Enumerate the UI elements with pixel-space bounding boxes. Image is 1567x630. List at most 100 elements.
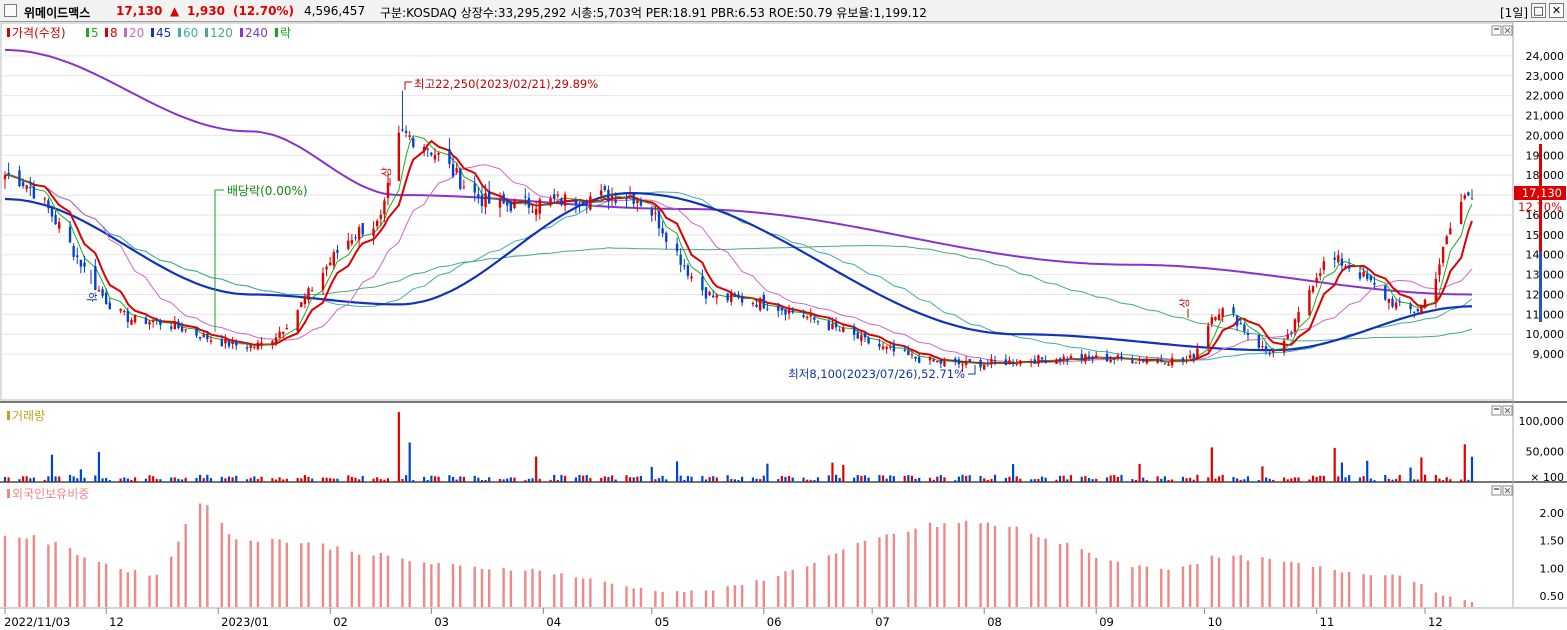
candle-body (253, 346, 256, 348)
volume-bar (423, 476, 426, 482)
foreign-ratio-bar (993, 525, 997, 607)
volume-bar (885, 478, 888, 482)
volume-bar (1236, 478, 1239, 482)
candle-body (379, 214, 382, 219)
candle-body (1347, 265, 1351, 269)
volume-bar (1413, 479, 1416, 482)
period-button[interactable]: [1일] (1500, 6, 1529, 20)
volume-bar (404, 475, 408, 482)
candle-body (484, 193, 487, 208)
candle-body (448, 149, 451, 164)
candle-body (173, 321, 177, 329)
volume-bar (130, 479, 133, 482)
volume-bar (1463, 444, 1466, 482)
volume-bar (1449, 479, 1452, 482)
volume-bar (451, 476, 455, 482)
candle-body (639, 200, 643, 206)
foreign-tick-label: 1.50 (1540, 535, 1565, 548)
candle-body (939, 359, 943, 364)
volume-bar (737, 479, 740, 482)
candle-body (1109, 359, 1112, 362)
candle-body (361, 223, 364, 235)
foreign-ratio-bar (1412, 581, 1416, 607)
foreign-ratio-bar (104, 563, 108, 607)
foreign-ratio-bar (1037, 537, 1040, 607)
volume-bar (907, 475, 910, 482)
volume-bar (889, 475, 892, 482)
volume-bar (459, 476, 462, 482)
price-legend-marker (7, 28, 10, 37)
foreign-ratio-bar (784, 571, 787, 607)
candle-body (375, 220, 379, 227)
candle-body (249, 345, 252, 349)
candle-body (404, 130, 408, 133)
volume-bar (433, 476, 437, 482)
volume-bar (1091, 479, 1094, 482)
candle-body (224, 338, 227, 344)
foreign-ratio-bar (610, 583, 614, 607)
candle-body (1373, 282, 1376, 285)
volume-bar (358, 479, 361, 482)
candle-body (104, 292, 108, 304)
candle-body (712, 295, 715, 298)
volume-bar (1214, 478, 1217, 482)
candle-body (1264, 346, 1268, 351)
maximize-icon[interactable]: □ (1531, 3, 1546, 18)
candle-body (708, 292, 711, 296)
panel-restore-icon[interactable] (1491, 25, 1502, 36)
candle-body (1116, 355, 1120, 359)
volume-bar (184, 477, 187, 482)
candle-body (1394, 302, 1398, 309)
volume-bar (1348, 475, 1351, 482)
volume-bar (79, 469, 82, 482)
foreign-ratio-bar (1391, 574, 1394, 607)
price-tick-label: 16,000 (1526, 209, 1565, 222)
candle-body (1167, 363, 1170, 366)
candle-body (1156, 359, 1159, 363)
volume-bar (285, 478, 288, 482)
x-axis: 2022/11/03 12 2023/01 02 03 04 05 06 07 08 09 10 11 1… (4, 608, 1443, 629)
close-icon[interactable]: ✕ (1549, 3, 1564, 18)
candle-body (357, 227, 361, 240)
foreign-ratio-bar (936, 527, 939, 607)
volume-bar (701, 475, 704, 482)
panel-close-icon[interactable] (1502, 25, 1513, 36)
volume-bar (235, 475, 238, 482)
volume-bar (686, 476, 690, 482)
volume-bar (650, 466, 653, 482)
checkbox-icon[interactable] (4, 4, 17, 17)
foreign-ratio-bar (553, 574, 556, 607)
candle-body (993, 360, 997, 362)
candle-body (180, 326, 184, 332)
candle-body (1196, 348, 1199, 358)
volume-bar (296, 478, 299, 482)
panel-restore-icon[interactable] (1491, 485, 1502, 496)
volume-bar (58, 476, 61, 482)
candle-body (791, 310, 794, 313)
candle-body (209, 340, 213, 342)
volume-bar (690, 476, 693, 482)
candle-body (155, 319, 158, 321)
volume-bar (307, 476, 310, 482)
panel-restore-icon[interactable] (1491, 405, 1502, 416)
volume-panel-title: 거래량 (12, 409, 45, 423)
panel-close-icon[interactable] (1502, 405, 1513, 416)
candle-body (979, 359, 982, 368)
candle-body (1019, 360, 1022, 365)
candle-body (805, 316, 809, 319)
candle-body (50, 207, 54, 217)
foreign-ratio-bar (1282, 561, 1286, 607)
candle-body (827, 321, 831, 330)
candle-body (1282, 340, 1286, 353)
panel-close-icon[interactable] (1502, 485, 1513, 496)
foreign-ratio-bar (1080, 549, 1083, 607)
volume-bar (332, 478, 335, 482)
volume-bar (1087, 478, 1091, 482)
current-price: 17,130 (116, 4, 163, 18)
volume-bars (3, 412, 1474, 482)
candle-body (1463, 195, 1466, 199)
candle-body (751, 302, 755, 305)
candle-body (961, 364, 964, 366)
volume-bar (209, 478, 213, 482)
volume-bar (502, 479, 505, 482)
